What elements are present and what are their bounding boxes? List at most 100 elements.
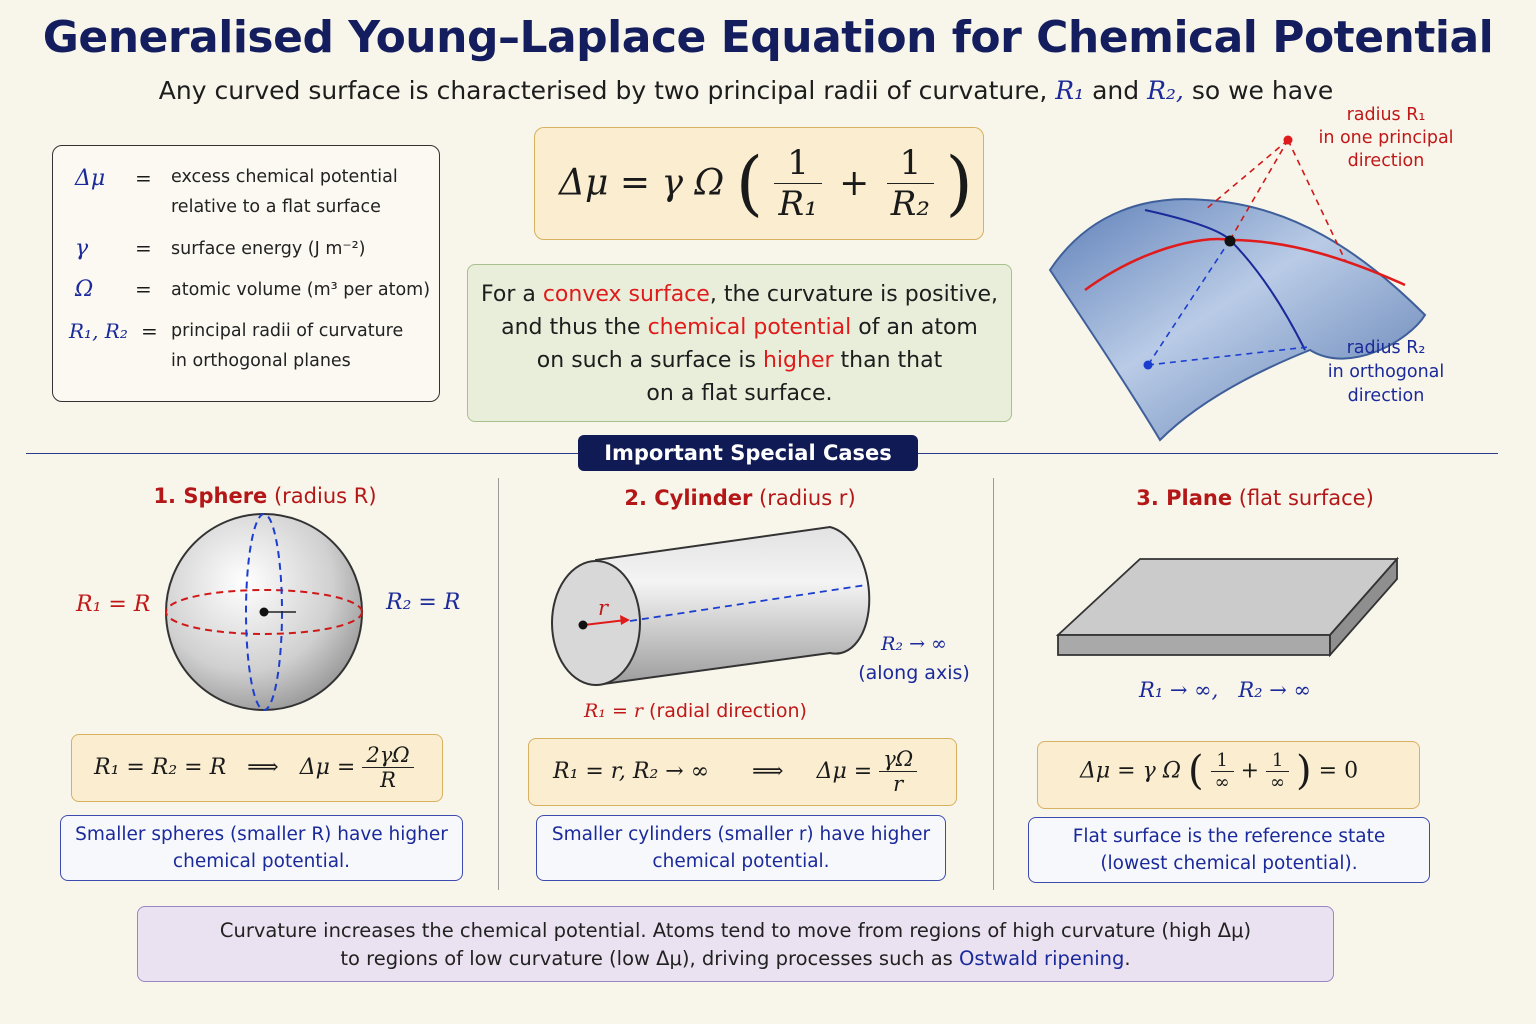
- def-text: relative to a flat surface: [171, 197, 381, 217]
- note-line: Smaller cylinders (smaller r) have highe…: [551, 824, 931, 845]
- convex-note-box: For a convex surface, the curvature is p…: [467, 264, 1012, 422]
- summary-text: to regions of low curvature (low Δμ), dr…: [340, 947, 960, 970]
- frac-denominator: R: [362, 767, 414, 792]
- def-text: excess chemical potential: [171, 167, 398, 187]
- subtitle-r2: R₂,: [1147, 76, 1184, 105]
- def-equals: =: [135, 277, 152, 301]
- sphere-r2-label: R₂ = R: [386, 590, 461, 615]
- plus-sign: +: [839, 162, 870, 204]
- cylinder-radial-label: R₁ = r (radial direction): [584, 700, 807, 722]
- sphere-diagram: [165, 513, 363, 711]
- summary-box: Curvature increases the chemical potenti…: [137, 906, 1334, 982]
- curved-surface: [1048, 198, 1427, 442]
- plane-formula: Δμ = γ Ω ( 1 ∞ + 1 ∞ ) = 0: [1080, 748, 1359, 794]
- subtitle-text: Any curved surface is characterised by t…: [158, 76, 1048, 105]
- page-title: Generalised Young–Laplace Equation for C…: [42, 12, 1494, 63]
- formula-mid: Δμ =: [299, 755, 356, 780]
- radial-label-math: R₁ = r: [584, 700, 644, 722]
- radial-label-text: (radial direction): [643, 700, 807, 722]
- r1-center-point: [1283, 135, 1293, 145]
- summary-line: to regions of low curvature (low Δμ), dr…: [138, 945, 1333, 973]
- frac-numerator: 2γΩ: [366, 743, 410, 767]
- case-cylinder-title: 2. Cylinder (radius r): [520, 486, 960, 510]
- def-equals: =: [135, 236, 152, 260]
- formula-lhs: R₁ = R₂ = R: [94, 755, 227, 780]
- frac-numerator: γΩ: [883, 747, 914, 771]
- case-title-rest: (flat surface): [1232, 486, 1374, 510]
- r2-label-line: radius R₂: [1346, 338, 1426, 358]
- main-equation-box: Δμ = γ Ω ( 1 R₁ + 1 R₂ ): [534, 127, 984, 240]
- note-text: on such a surface is: [536, 348, 763, 373]
- cylinder-diagram: [551, 525, 871, 687]
- def-equals: =: [141, 319, 158, 343]
- sphere-r1-label: R₁ = R: [76, 592, 151, 617]
- surface-point: [1224, 235, 1236, 247]
- definitions-box: Δμ = excess chemical potential relative …: [52, 145, 440, 402]
- formula-lhs: R₁ = r, R₂ → ∞: [553, 759, 710, 784]
- case-title-rest: (radius R): [267, 484, 377, 508]
- note-line: Smaller spheres (smaller R) have higher: [75, 824, 448, 845]
- formula-lhs: Δμ = γ Ω: [1080, 758, 1181, 784]
- def-symbol-omega: Ω: [75, 277, 94, 302]
- note-text: on a flat surface.: [646, 381, 833, 406]
- summary-line: Curvature increases the chemical potenti…: [219, 919, 1252, 942]
- note-text: For a: [480, 282, 543, 307]
- cylinder-note: Smaller cylinders (smaller r) have highe…: [536, 815, 946, 881]
- r2-center-point: [1143, 360, 1153, 370]
- frac-denominator-infinity: ∞: [1266, 770, 1290, 793]
- frac-numerator: 1: [1271, 749, 1284, 771]
- def-symbol-radii: R₁, R₂: [69, 319, 128, 343]
- special-cases-label: Important Special Cases: [578, 435, 918, 471]
- plane-side: [1329, 556, 1398, 658]
- implies-sign: ⟹: [752, 759, 784, 784]
- def-symbol-delta-mu: Δμ: [75, 166, 106, 191]
- r2-label-line: in orthogonal: [1327, 362, 1445, 382]
- sphere-formula: R₁ = R₂ = R ⟹ Δμ = 2γΩ R: [94, 743, 414, 792]
- case-title-bold: 1. Sphere: [153, 484, 268, 508]
- cylinder-formula: R₁ = r, R₂ → ∞ ⟹ Δμ = γΩ r: [553, 747, 918, 796]
- implies-sign: ⟹: [247, 755, 279, 780]
- sphere-equator: [165, 589, 363, 635]
- plane-diagram: [1055, 556, 1399, 658]
- cylinder-formula-box: R₁ = r, R₂ → ∞ ⟹ Δμ = γΩ r: [528, 738, 957, 806]
- def-symbol-gamma: γ: [75, 236, 89, 261]
- note-text: and thus the: [501, 315, 648, 340]
- def-equals: =: [135, 166, 152, 190]
- frac-numerator: 1: [899, 142, 922, 183]
- frac-denominator-infinity: ∞: [1210, 770, 1234, 793]
- case-title-bold: 3. Plane: [1136, 486, 1233, 510]
- ostwald-ripening-highlight: Ostwald ripening: [959, 947, 1125, 970]
- note-text: of an atom: [851, 315, 978, 340]
- def-text: surface energy (J m⁻²): [171, 239, 366, 259]
- column-divider: [993, 478, 994, 890]
- case-title-rest: (radius r): [752, 486, 856, 510]
- formula-result: = 0: [1318, 758, 1359, 784]
- r1-label-line: direction: [1347, 151, 1425, 171]
- note-line: chemical potential.: [172, 851, 351, 872]
- higher-highlight: higher: [762, 348, 834, 373]
- convex-surface-highlight: convex surface: [542, 282, 710, 307]
- r2-label-line: direction: [1347, 386, 1425, 406]
- axis-label-line: (along axis): [858, 662, 970, 684]
- def-text: principal radii of curvature: [171, 321, 404, 341]
- case-sphere-title: 1. Sphere (radius R): [60, 484, 470, 508]
- chemical-potential-highlight: chemical potential: [647, 315, 852, 340]
- frac-denominator: r: [879, 771, 918, 796]
- sphere-formula-box: R₁ = R₂ = R ⟹ Δμ = 2γΩ R: [71, 734, 443, 802]
- main-equation: Δμ = γ Ω ( 1 R₁ + 1 R₂ ): [559, 142, 973, 224]
- frac-denominator-r2: R₂: [886, 182, 935, 224]
- frac-numerator: 1: [787, 142, 809, 183]
- plane-limits-label: R₁ → ∞, R₂ → ∞: [1138, 678, 1312, 702]
- curved-surface-diagram: [1048, 135, 1427, 442]
- note-text: , the curvature is positive,: [709, 282, 999, 307]
- r1-label-line: in one principal: [1318, 128, 1454, 148]
- page-subtitle: Any curved surface is characterised by t…: [0, 76, 1492, 105]
- cylinder-axis-label: R₂ → ∞ (along axis): [856, 630, 972, 688]
- note-line: (lowest chemical potential).: [1100, 853, 1358, 874]
- plane-note: Flat surface is the reference state (low…: [1028, 817, 1430, 883]
- cylinder-r-label: r: [598, 596, 609, 620]
- cylinder-body: [595, 525, 871, 687]
- case-title-bold: 2. Cylinder: [624, 486, 753, 510]
- note-text: than that: [833, 348, 943, 373]
- axis-label-line: R₂ → ∞: [881, 633, 947, 655]
